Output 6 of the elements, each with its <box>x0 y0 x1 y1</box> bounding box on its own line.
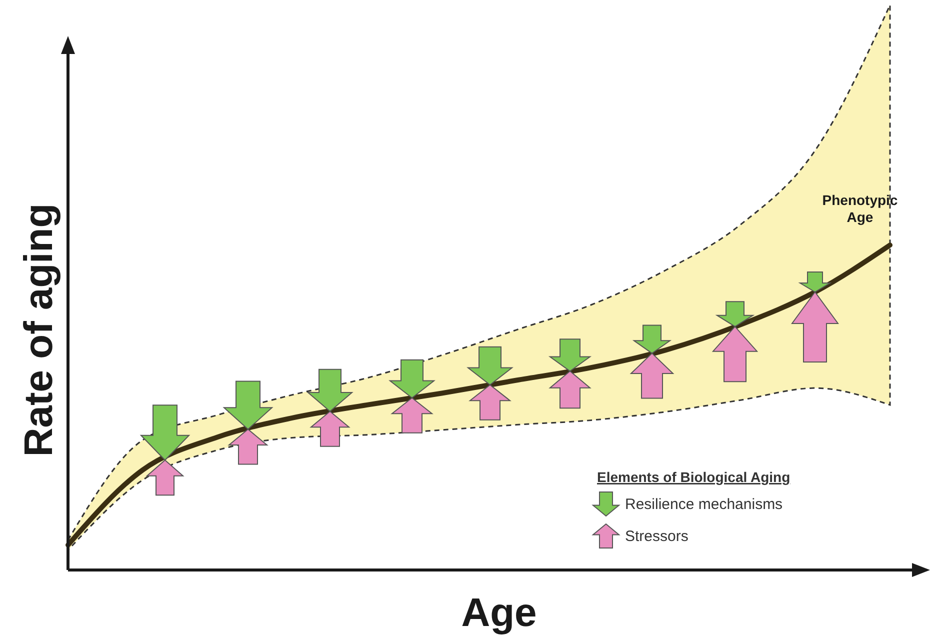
series-label: Phenotypic Age <box>822 192 898 226</box>
annotation: Elements of Biological Aging <box>597 469 790 485</box>
annotation: Resilience mechanisms <box>625 496 783 513</box>
x-axis-title: Age <box>461 591 537 635</box>
annotation: Stressors <box>625 528 688 545</box>
y-axis-title: Rate of aging <box>17 203 61 457</box>
